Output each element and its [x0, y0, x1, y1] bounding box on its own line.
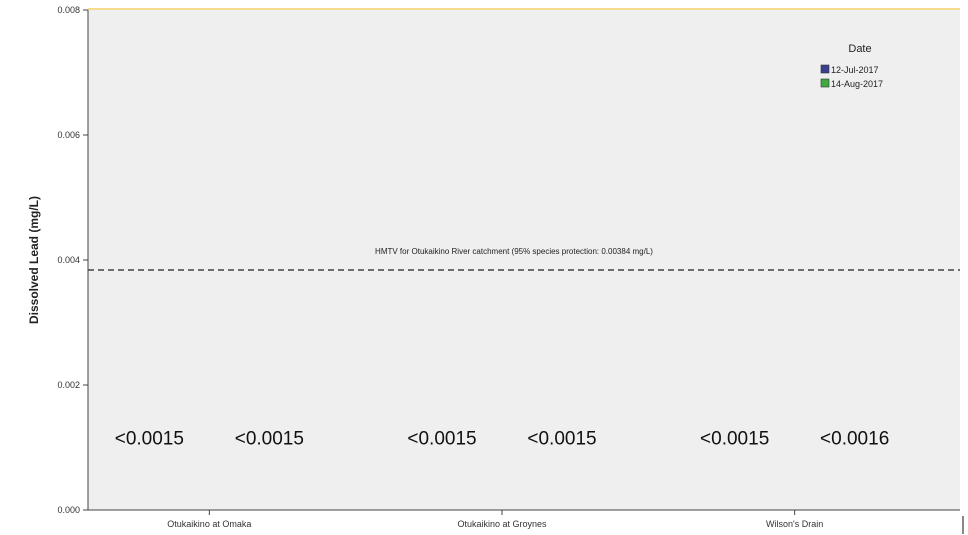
value-label: <0.0015	[700, 428, 769, 449]
y-ticks: 0.000 0.002 0.004 0.006 0.008	[57, 5, 88, 515]
y-tick-label: 0.000	[57, 505, 80, 515]
value-label: <0.0015	[527, 428, 596, 449]
legend: Date 12-Jul-2017 14-Aug-2017	[820, 43, 883, 89]
value-labels: <0.0015 <0.0015 <0.0015 <0.0015 <0.0015 <0.00…	[115, 428, 890, 449]
plot-area	[88, 10, 960, 510]
x-ticks: Otukaikino at Omaka Otukaikino at Groynes…	[167, 510, 823, 529]
legend-swatch-1	[820, 64, 830, 74]
x-category-label: Otukaikino at Omaka	[167, 519, 251, 529]
legend-title: Date	[848, 43, 871, 55]
value-label: <0.0016	[820, 428, 889, 449]
y-tick-label: 0.002	[57, 380, 80, 390]
legend-label-1: 12-Jul-2017	[831, 65, 879, 75]
y-tick-label: 0.006	[57, 130, 80, 140]
y-tick-label: 0.004	[57, 255, 80, 265]
y-tick-label: 0.008	[57, 5, 80, 15]
y-axis-label: Dissolved Lead (mg/L)	[27, 196, 41, 324]
legend-swatch-2	[820, 78, 830, 88]
value-label: <0.0015	[407, 428, 476, 449]
reference-line-label: HMTV for Otukaikino River catchment (95%…	[375, 247, 653, 256]
x-category-label: Wilson's Drain	[766, 519, 823, 529]
value-label: <0.0015	[115, 428, 184, 449]
x-category-label: Otukaikino at Groynes	[457, 519, 547, 529]
value-label: <0.0015	[235, 428, 304, 449]
legend-label-2: 14-Aug-2017	[831, 79, 883, 89]
